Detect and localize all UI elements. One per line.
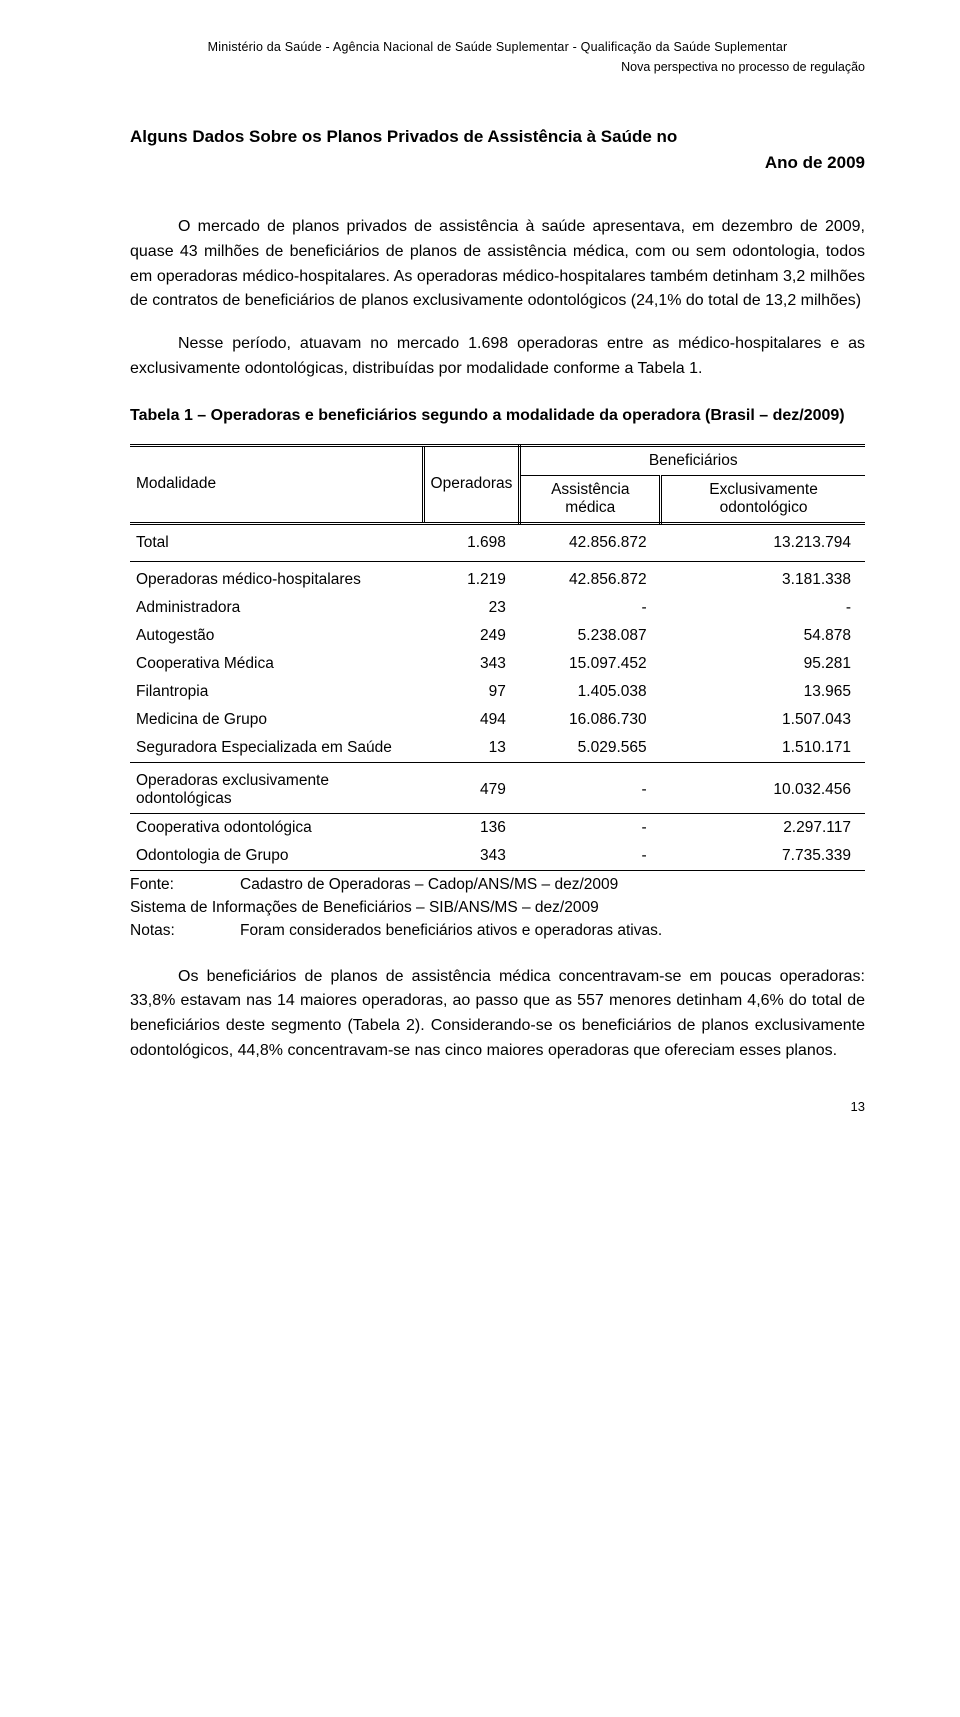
cell-eo: 3.181.338 — [661, 561, 865, 594]
table-row: Cooperativa Médica 343 15.097.452 95.281 — [130, 650, 865, 678]
cell-op: 343 — [423, 842, 520, 871]
cell-label: Total — [130, 523, 423, 561]
cell-op: 1.219 — [423, 561, 520, 594]
cell-eo: 13.213.794 — [661, 523, 865, 561]
cell-eo: - — [661, 594, 865, 622]
cell-label: Seguradora Especializada em Saúde — [130, 734, 423, 763]
cell-am: 16.086.730 — [520, 706, 661, 734]
cell-label: Medicina de Grupo — [130, 706, 423, 734]
table-caption: Tabela 1 – Operadoras e beneficiários se… — [130, 404, 865, 428]
cell-op: 343 — [423, 650, 520, 678]
table-row: Cooperativa odontológica 136 - 2.297.117 — [130, 813, 865, 842]
table-row: Medicina de Grupo 494 16.086.730 1.507.0… — [130, 706, 865, 734]
cell-am: 1.405.038 — [520, 678, 661, 706]
cell-am: - — [520, 762, 661, 813]
th-beneficiarios: Beneficiários — [520, 445, 865, 475]
cell-op: 494 — [423, 706, 520, 734]
table-row: Autogestão 249 5.238.087 54.878 — [130, 622, 865, 650]
cell-op: 97 — [423, 678, 520, 706]
cell-am: - — [520, 594, 661, 622]
paragraph-3: Os beneficiários de planos de assistênci… — [130, 965, 865, 1064]
cell-eo: 1.510.171 — [661, 734, 865, 763]
paragraph-1: O mercado de planos privados de assistên… — [130, 215, 865, 314]
fonte-line-1: Cadastro de Operadoras – Cadop/ANS/MS – … — [240, 873, 618, 896]
cell-eo: 10.032.456 — [661, 762, 865, 813]
table-row: Filantropia 97 1.405.038 13.965 — [130, 678, 865, 706]
cell-eo: 95.281 — [661, 650, 865, 678]
section-title: Alguns Dados Sobre os Planos Privados de… — [130, 124, 865, 175]
cell-label: Autogestão — [130, 622, 423, 650]
cell-op: 249 — [423, 622, 520, 650]
title-line-2: Ano de 2009 — [130, 150, 865, 176]
cell-label: Operadoras exclusivamente odontológicas — [130, 762, 423, 813]
cell-am: 42.856.872 — [520, 561, 661, 594]
table-row-total: Total 1.698 42.856.872 13.213.794 — [130, 523, 865, 561]
table-row: Operadoras médico-hospitalares 1.219 42.… — [130, 561, 865, 594]
fonte-line-2: Sistema de Informações de Beneficiários … — [130, 896, 865, 919]
cell-op: 479 — [423, 762, 520, 813]
cell-eo: 54.878 — [661, 622, 865, 650]
fonte-label: Fonte: — [130, 873, 240, 896]
cell-op: 1.698 — [423, 523, 520, 561]
cell-eo: 7.735.339 — [661, 842, 865, 871]
cell-op: 136 — [423, 813, 520, 842]
cell-eo: 13.965 — [661, 678, 865, 706]
cell-label: Administradora — [130, 594, 423, 622]
page: Ministério da Saúde - Agência Nacional d… — [0, 0, 960, 1132]
notas-text: Foram considerados beneficiários ativos … — [240, 919, 662, 942]
cell-label: Cooperativa Médica — [130, 650, 423, 678]
cell-op: 13 — [423, 734, 520, 763]
table-footnotes: Fonte: Cadastro de Operadoras – Cadop/AN… — [130, 873, 865, 943]
operadoras-table: Modalidade Operadoras Beneficiários Assi… — [130, 444, 865, 871]
table-row: Seguradora Especializada em Saúde 13 5.0… — [130, 734, 865, 763]
cell-am: 42.856.872 — [520, 523, 661, 561]
header-top: Ministério da Saúde - Agência Nacional d… — [130, 40, 865, 54]
table-row: Administradora 23 - - — [130, 594, 865, 622]
th-operadoras: Operadoras — [423, 445, 520, 523]
header-sub: Nova perspectiva no processo de regulaçã… — [130, 60, 865, 74]
cell-op: 23 — [423, 594, 520, 622]
cell-label: Operadoras médico-hospitalares — [130, 561, 423, 594]
cell-am: 15.097.452 — [520, 650, 661, 678]
th-assistencia: Assistência médica — [520, 475, 661, 523]
cell-eo: 2.297.117 — [661, 813, 865, 842]
th-exclusivamente: Exclusivamente odontológico — [661, 475, 865, 523]
cell-eo: 1.507.043 — [661, 706, 865, 734]
table-row: Odontologia de Grupo 343 - 7.735.339 — [130, 842, 865, 871]
cell-am: - — [520, 813, 661, 842]
page-number: 13 — [851, 1099, 865, 1114]
notas-label: Notas: — [130, 919, 240, 942]
cell-am: 5.029.565 — [520, 734, 661, 763]
cell-label: Filantropia — [130, 678, 423, 706]
cell-label: Odontologia de Grupo — [130, 842, 423, 871]
paragraph-2: Nesse período, atuavam no mercado 1.698 … — [130, 332, 865, 382]
cell-label: Cooperativa odontológica — [130, 813, 423, 842]
table-row: Operadoras exclusivamente odontológicas … — [130, 762, 865, 813]
th-modalidade: Modalidade — [130, 445, 423, 523]
cell-am: - — [520, 842, 661, 871]
title-line-1: Alguns Dados Sobre os Planos Privados de… — [130, 127, 677, 146]
cell-am: 5.238.087 — [520, 622, 661, 650]
